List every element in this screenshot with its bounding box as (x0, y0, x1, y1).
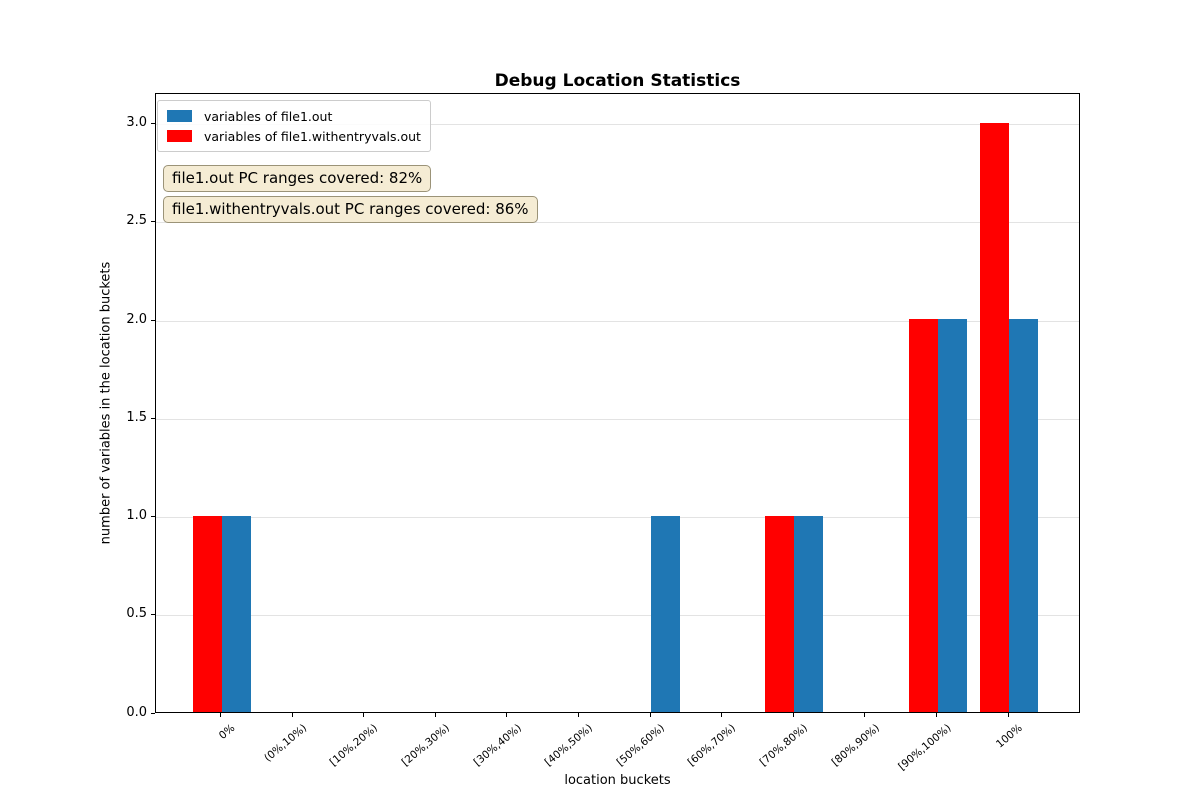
x-tick (363, 713, 365, 717)
y-tick-label: 1.5 (126, 409, 147, 425)
x-tick (792, 713, 794, 717)
x-tick-label: [20%,30%) (399, 722, 453, 769)
x-tick (506, 713, 508, 717)
bar (980, 122, 1010, 712)
x-tick (721, 713, 723, 717)
y-tick (151, 712, 155, 714)
y-tick-label: 2.5 (126, 213, 147, 229)
pc-coverage-annotation: file1.out PC ranges covered: 82% (163, 165, 432, 192)
x-tick (864, 713, 866, 717)
y-tick (151, 417, 155, 419)
bar (1009, 319, 1039, 712)
y-gridline (156, 222, 1079, 224)
x-tick (578, 713, 579, 717)
legend: variables of file1.out variables of file1… (157, 100, 431, 152)
x-tick (291, 713, 293, 717)
y-tick-label: 3.0 (126, 115, 147, 130)
x-tick-label: [30%,40%) (471, 722, 524, 769)
bar (794, 515, 824, 712)
y-tick (151, 516, 155, 517)
y-tick (151, 123, 155, 124)
chart-title: Debug Location Statistics (494, 71, 741, 91)
legend-item-label: variables of file1.out (204, 108, 333, 124)
x-tick-label: [60%,70%) (686, 722, 739, 769)
x-tick-label: [90%,100%) (895, 722, 954, 773)
x-tick (649, 713, 651, 717)
x-tick-label: 0% (216, 722, 238, 742)
y-tick (151, 319, 155, 321)
x-tick (936, 713, 937, 717)
legend-swatch-icon (167, 129, 192, 143)
legend-swatch-icon (167, 109, 192, 123)
legend-item-label: variables of file1.withentryvals.out (204, 128, 421, 144)
y-gridline (156, 615, 1079, 617)
legend-item: variables of file1.out (167, 106, 421, 126)
y-tick-label: 0.5 (126, 606, 147, 622)
y-axis-label: number of variables in the location buck… (98, 261, 114, 545)
bar (765, 515, 795, 712)
pc-coverage-annotation: file1.withentryvals.out PC ranges covere… (163, 196, 538, 223)
x-tick-label: [40%,50%) (542, 722, 596, 769)
y-tick-label: 0.0 (126, 704, 147, 720)
x-tick-label: [50%,60%) (614, 722, 667, 769)
x-axis-label: location buckets (564, 773, 671, 788)
y-tick (151, 221, 155, 223)
x-tick-label: [70%,80%) (757, 722, 811, 769)
y-gridline (156, 418, 1079, 420)
bar (908, 319, 938, 712)
bar (221, 515, 251, 712)
x-tick (1007, 713, 1009, 717)
x-tick-label: (0%,10%) (261, 722, 309, 765)
x-tick-label: 100% (994, 722, 1025, 751)
y-tick (151, 614, 155, 616)
bar (651, 515, 681, 712)
y-tick-label: 1.0 (126, 508, 147, 523)
legend-item: variables of file1.withentryvals.out (167, 126, 421, 146)
y-gridline (156, 320, 1079, 322)
y-gridline (156, 517, 1079, 518)
x-tick-label: [80%,90%) (829, 722, 882, 769)
x-tick-label: [10%,20%) (328, 722, 381, 769)
plot-area (155, 93, 1080, 713)
x-tick (434, 713, 436, 717)
bar (937, 319, 967, 712)
y-gridline (156, 124, 1079, 125)
x-tick (220, 713, 221, 717)
bar (192, 515, 222, 712)
y-tick-label: 2.0 (126, 311, 147, 327)
